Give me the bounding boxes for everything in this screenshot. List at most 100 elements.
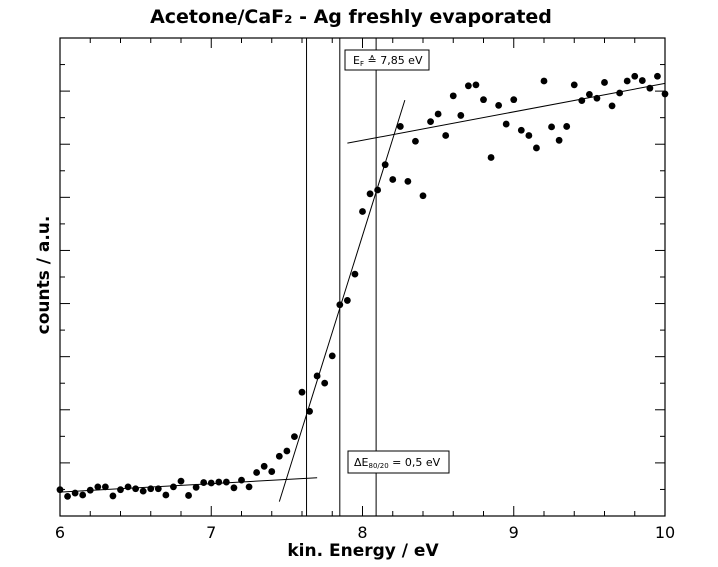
y-axis-label: counts / a.u. [34,216,54,335]
data-point [396,123,404,130]
ef-label: E [353,54,360,67]
data-point [585,91,593,98]
data-point [215,478,223,486]
data-point [480,96,487,104]
data-point [124,483,132,491]
data-point [623,77,631,85]
fit-line [278,99,406,502]
data-point [525,132,533,139]
data-point [321,379,329,387]
data-point [245,483,253,491]
data-point [230,484,238,492]
data-point [268,468,276,475]
data-point [517,126,525,134]
data-point [336,301,344,309]
plot-frame [59,37,666,517]
data-point [154,485,162,493]
data-point [207,479,215,487]
chart-title: Acetone/CaF₂ - Ag freshly evaporated [150,6,552,28]
data-point [56,486,64,494]
data-point [449,92,457,100]
data-point [313,372,321,380]
delta-e-value: = 0,5 eV [389,456,441,469]
data-point [132,485,140,493]
data-point [147,485,155,493]
data-point [608,102,616,110]
data-point [177,477,185,485]
data-point [510,96,518,104]
data-point [200,479,208,486]
data-point [306,407,313,415]
data-point [381,161,389,169]
data-point [253,469,261,476]
data-point [291,433,298,441]
data-point [328,352,336,360]
data-point [631,72,639,80]
data-point [540,77,548,85]
data-point [283,447,291,455]
ef-annotation: EF ≙ 7,85 eV [344,49,430,71]
data-point [434,110,442,118]
data-point [222,478,230,486]
svg-text:EF ≙ 7,85 eV: EF ≙ 7,85 eV [353,54,423,68]
data-point [101,483,109,491]
data-point [94,483,102,491]
fit-line [347,82,666,144]
data-point [563,123,571,130]
data-point [404,178,412,185]
data-point [457,112,465,119]
data-point [117,486,124,494]
data-point [79,491,87,499]
ef-annotation-box [344,49,430,71]
ef-value: ≙ 7,85 eV [364,54,423,67]
x-tick-label: 10 [655,523,675,542]
data-point [298,388,306,396]
data-point [472,81,480,89]
delta-e-subscript: 80/20 [368,462,388,470]
ef-subscript: F [360,60,364,68]
data-point [661,90,669,98]
data-point [359,208,366,215]
delta-e-annotation-box [347,450,450,474]
data-point [646,84,654,92]
data-point [366,190,374,198]
data-point [86,486,94,494]
data-point [275,452,283,460]
data-point [139,487,147,495]
data-point [351,270,359,278]
fit-line [59,477,318,493]
data-point [601,79,608,86]
data-point [442,132,450,139]
data-point [502,120,510,128]
delta-e-label: ΔE [354,456,369,469]
data-point [578,97,586,105]
data-point [260,462,268,470]
data-point [389,176,397,183]
data-point [570,81,578,89]
data-point [593,94,601,102]
data-point [109,492,117,500]
data-point [412,137,419,145]
data-point [548,123,555,131]
data-point [192,483,200,491]
data-point [374,186,382,194]
data-point [555,136,563,144]
data-point [487,154,495,161]
data-point [419,192,427,200]
data-point [162,491,170,499]
x-axis-label: kin. Energy / eV [287,541,439,561]
data-point [533,144,540,152]
data-point [185,492,192,499]
x-tick-label: 9 [509,523,519,542]
data-point [638,77,646,84]
data-point [495,101,503,109]
x-tick-label: 7 [206,523,216,542]
data-point [343,297,351,304]
data-point [64,493,71,500]
data-point [238,476,245,484]
svg-text:ΔE80/20 = 0,5 eV: ΔE80/20 = 0,5 eV [354,456,441,470]
data-point [71,489,79,497]
x-tick-label: 8 [357,523,367,542]
data-point [616,89,624,97]
